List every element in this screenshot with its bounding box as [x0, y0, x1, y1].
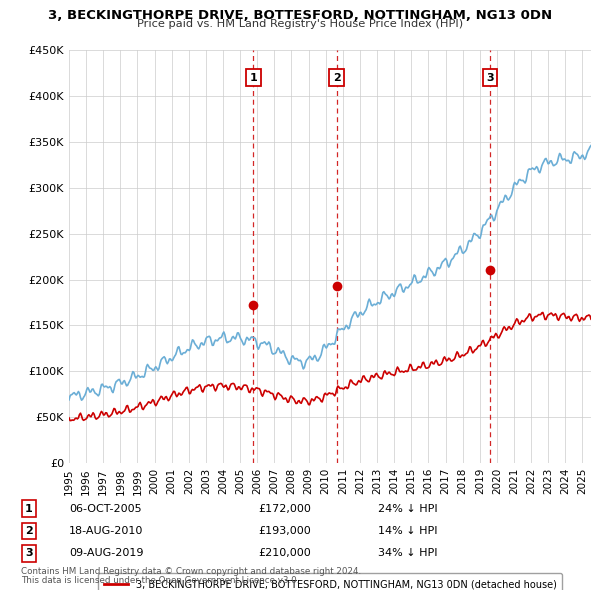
Text: Contains HM Land Registry data © Crown copyright and database right 2024.: Contains HM Land Registry data © Crown c…	[21, 567, 361, 576]
Text: £210,000: £210,000	[258, 549, 311, 558]
Text: 3, BECKINGTHORPE DRIVE, BOTTESFORD, NOTTINGHAM, NG13 0DN: 3, BECKINGTHORPE DRIVE, BOTTESFORD, NOTT…	[48, 9, 552, 22]
Text: 2: 2	[332, 73, 340, 83]
Text: £172,000: £172,000	[258, 504, 311, 513]
Legend: 3, BECKINGTHORPE DRIVE, BOTTESFORD, NOTTINGHAM, NG13 0DN (detached house), HPI: : 3, BECKINGTHORPE DRIVE, BOTTESFORD, NOTT…	[98, 573, 562, 590]
Text: 3: 3	[25, 549, 32, 558]
Text: 1: 1	[25, 504, 32, 513]
Text: 34% ↓ HPI: 34% ↓ HPI	[378, 549, 437, 558]
Text: 3: 3	[487, 73, 494, 83]
Text: Price paid vs. HM Land Registry's House Price Index (HPI): Price paid vs. HM Land Registry's House …	[137, 19, 463, 30]
Text: 06-OCT-2005: 06-OCT-2005	[69, 504, 142, 513]
Text: 09-AUG-2019: 09-AUG-2019	[69, 549, 143, 558]
Text: 18-AUG-2010: 18-AUG-2010	[69, 526, 143, 536]
Text: This data is licensed under the Open Government Licence v3.0.: This data is licensed under the Open Gov…	[21, 576, 299, 585]
Text: 2: 2	[25, 526, 32, 536]
Text: 14% ↓ HPI: 14% ↓ HPI	[378, 526, 437, 536]
Text: 24% ↓ HPI: 24% ↓ HPI	[378, 504, 437, 513]
Text: 1: 1	[250, 73, 257, 83]
Text: £193,000: £193,000	[258, 526, 311, 536]
